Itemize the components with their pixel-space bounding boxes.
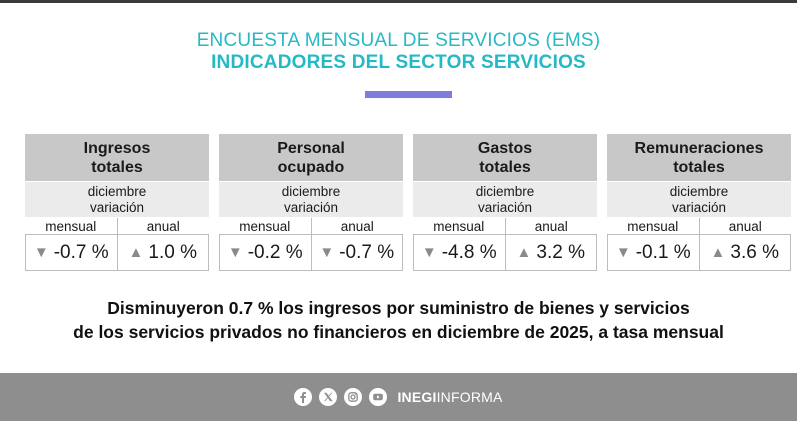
period-label: diciembre	[475, 183, 535, 199]
monthly-value: -0.1 %	[635, 241, 691, 263]
page-title: ENCUESTA MENSUAL DE SERVICIOS (EMS)	[196, 30, 601, 51]
card-header: Remuneraciones totales	[607, 134, 791, 181]
col-annual: anual	[117, 218, 209, 235]
variation-label: variación	[283, 199, 339, 215]
summary-line2: de los servicios privados no financieros…	[73, 322, 724, 342]
col-monthly: mensual	[607, 218, 700, 235]
col-annual: anual	[505, 218, 597, 235]
brand-bold: INEGI	[397, 389, 437, 405]
variation-label: variación	[89, 199, 145, 215]
card-period: diciembre variación	[25, 181, 209, 217]
annual-value-cell: ▲ 3.6 %	[700, 235, 791, 270]
accent-divider	[365, 91, 452, 98]
card-header: Gastos totales	[413, 134, 597, 181]
col-monthly: mensual	[413, 218, 506, 235]
down-arrow-icon: ▼	[33, 244, 49, 261]
monthly-value: -0.7 %	[53, 241, 109, 263]
card-title-line1: Gastos	[477, 139, 533, 157]
indicator-card-remuneraciones: Remuneraciones totales diciembre variaci…	[607, 134, 791, 272]
card-title-line1: Ingresos	[83, 139, 151, 157]
annual-value: -0.7 %	[339, 241, 395, 263]
column-headers: mensual anual	[413, 217, 597, 235]
col-annual: anual	[311, 218, 403, 235]
card-period: diciembre variación	[413, 181, 597, 217]
card-title-line2: totales	[91, 158, 143, 176]
up-arrow-icon: ▲	[128, 244, 144, 261]
youtube-icon[interactable]	[369, 388, 388, 406]
card-title-line2: ocupado	[277, 158, 345, 176]
monthly-value: -4.8 %	[441, 241, 497, 263]
up-arrow-icon: ▲	[710, 244, 726, 261]
variation-label: variación	[477, 199, 533, 215]
column-headers: mensual anual	[607, 217, 791, 235]
monthly-value-cell: ▼ -0.1 %	[608, 235, 700, 270]
page-subtitle: INDICADORES DEL SECTOR SERVICIOS	[211, 52, 586, 73]
variation-label: variación	[671, 199, 727, 215]
period-label: diciembre	[281, 183, 341, 199]
annual-value-cell: ▲ 1.0 %	[118, 235, 209, 270]
col-monthly: mensual	[219, 218, 312, 235]
card-period: diciembre variación	[219, 181, 403, 217]
period-label: diciembre	[669, 183, 729, 199]
card-period: diciembre variación	[607, 181, 791, 217]
card-title-line1: Remuneraciones	[634, 139, 764, 157]
annual-value-cell: ▲ 3.2 %	[506, 235, 597, 270]
summary-line1: Disminuyeron 0.7 % los ingresos por sumi…	[107, 298, 690, 318]
period-label: diciembre	[87, 183, 147, 199]
column-headers: mensual anual	[25, 217, 209, 235]
monthly-value-cell: ▼ -0.7 %	[26, 235, 118, 270]
down-arrow-icon: ▼	[615, 244, 631, 261]
values-row: ▼ -4.8 % ▲ 3.2 %	[413, 235, 597, 271]
social-links: INEGIINFORMA	[294, 388, 502, 406]
card-header: Personal ocupado	[219, 134, 403, 181]
brand-light: INFORMA	[436, 389, 503, 405]
monthly-value: -0.2 %	[247, 241, 303, 263]
top-border	[0, 0, 797, 3]
down-arrow-icon: ▼	[319, 244, 335, 261]
values-row: ▼ -0.7 % ▲ 1.0 %	[25, 235, 209, 271]
up-arrow-icon: ▲	[516, 244, 532, 261]
facebook-icon[interactable]	[294, 388, 313, 406]
down-arrow-icon: ▼	[421, 244, 437, 261]
values-row: ▼ -0.2 % ▼ -0.7 %	[219, 235, 403, 271]
down-arrow-icon: ▼	[227, 244, 243, 261]
annual-value: 3.6 %	[730, 241, 779, 263]
footer-bar: INEGIINFORMA	[0, 373, 797, 421]
card-header: Ingresos totales	[25, 134, 209, 181]
annual-value: 3.2 %	[536, 241, 585, 263]
x-icon[interactable]	[319, 388, 338, 406]
card-title-line1: Personal	[277, 139, 345, 157]
indicator-card-gastos: Gastos totales diciembre variación mensu…	[413, 134, 597, 272]
monthly-value-cell: ▼ -4.8 %	[414, 235, 506, 270]
values-row: ▼ -0.1 % ▲ 3.6 %	[607, 235, 791, 271]
brand-logo[interactable]: INEGIINFORMA	[397, 389, 502, 405]
annual-value: 1.0 %	[148, 241, 197, 263]
instagram-icon[interactable]	[344, 388, 363, 406]
card-title-line2: totales	[673, 158, 725, 176]
monthly-value-cell: ▼ -0.2 %	[220, 235, 312, 270]
col-monthly: mensual	[25, 218, 118, 235]
column-headers: mensual anual	[219, 217, 403, 235]
summary-text: Disminuyeron 0.7 % los ingresos por sumi…	[0, 296, 797, 344]
indicator-card-ingresos: Ingresos totales diciembre variación men…	[25, 134, 209, 272]
annual-value-cell: ▼ -0.7 %	[312, 235, 403, 270]
card-title-line2: totales	[479, 158, 531, 176]
col-annual: anual	[699, 218, 791, 235]
indicator-card-personal: Personal ocupado diciembre variación men…	[219, 134, 403, 272]
